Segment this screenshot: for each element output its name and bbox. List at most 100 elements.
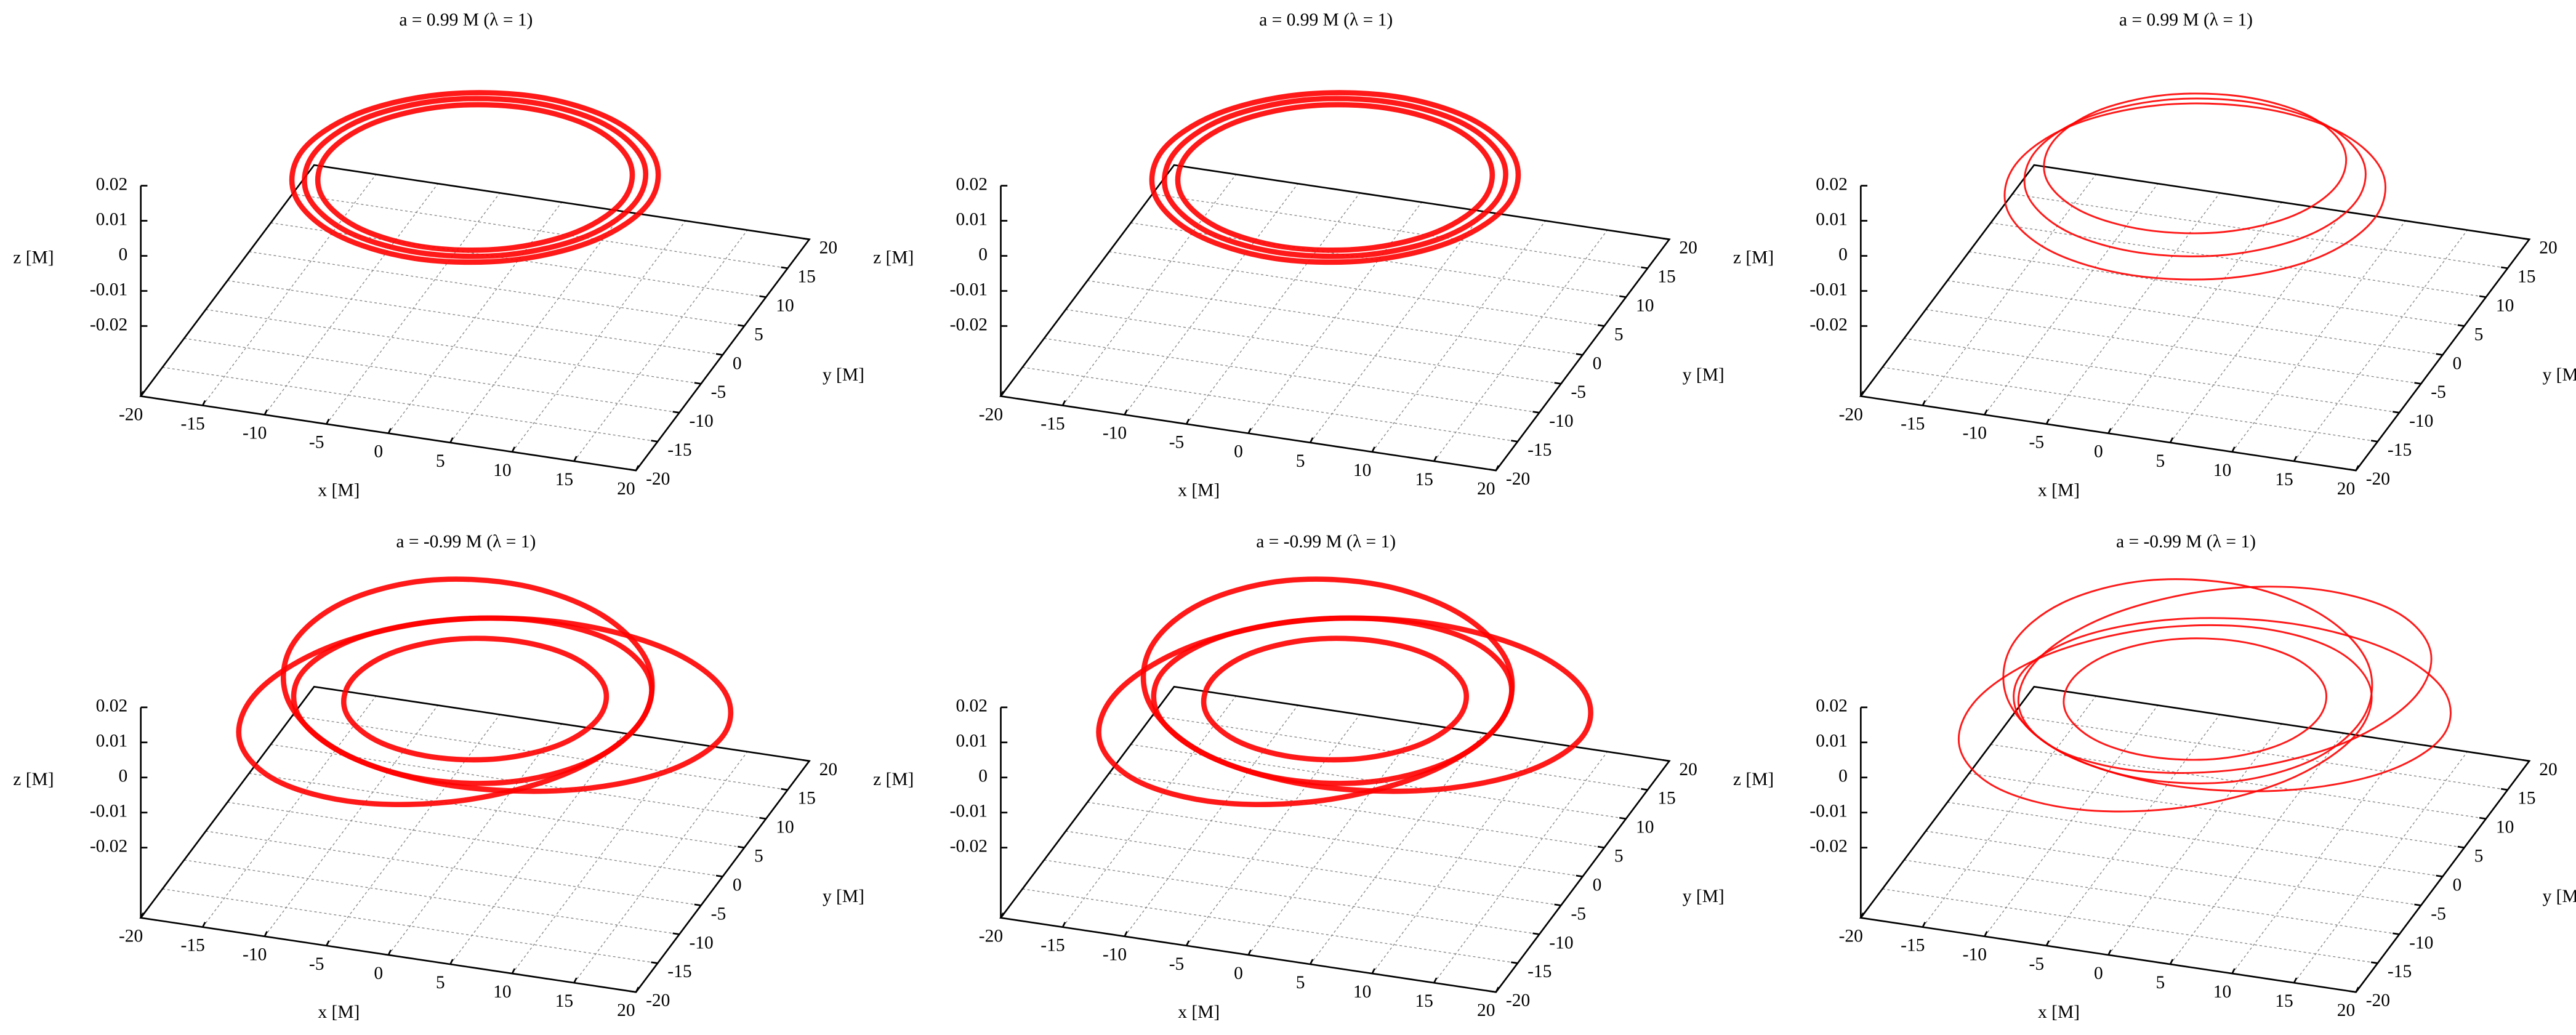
z-tick-label: 0.01 bbox=[96, 731, 128, 751]
grid-line bbox=[183, 860, 680, 935]
y-axis-label: y [M] bbox=[2543, 887, 2576, 906]
orbit bbox=[1096, 615, 1515, 807]
x-tick bbox=[1247, 949, 1252, 956]
y-axis-label: y [M] bbox=[823, 887, 864, 906]
y-tick bbox=[1554, 382, 1561, 385]
x-tick bbox=[2169, 437, 2174, 443]
y-tick-label: -10 bbox=[689, 411, 713, 431]
y-tick-label: 15 bbox=[1657, 789, 1675, 808]
grid-line bbox=[1022, 888, 1518, 964]
x-tick bbox=[1309, 437, 1314, 443]
x-tick bbox=[1922, 922, 1926, 928]
y-tick bbox=[2479, 295, 2486, 298]
y-tick-label: 0 bbox=[1593, 875, 1602, 895]
y-tick bbox=[1489, 990, 1497, 993]
grid-line bbox=[1062, 174, 1237, 406]
x-tick-label: 10 bbox=[1353, 982, 1371, 1002]
y-tick bbox=[1597, 324, 1604, 327]
chart-title: a = 0.99 M (λ = 1) bbox=[399, 10, 533, 30]
z-tick-label: -0.02 bbox=[90, 315, 127, 334]
x-tick bbox=[326, 419, 330, 425]
chart-title: a = 0.99 M (λ = 1) bbox=[1259, 10, 1393, 30]
z-tick-label: -0.01 bbox=[90, 280, 127, 299]
y-tick bbox=[2414, 382, 2421, 385]
x-tick bbox=[202, 922, 206, 928]
y-tick bbox=[802, 759, 810, 762]
x-tick-label: -5 bbox=[1169, 433, 1185, 453]
grid-line bbox=[1186, 714, 1361, 946]
y-tick-label: 5 bbox=[1614, 847, 1624, 866]
x-tick-label: 0 bbox=[1234, 964, 1243, 983]
y-axis-label: y [M] bbox=[1683, 365, 1725, 385]
grid-line bbox=[326, 192, 501, 425]
y-tick-label: 10 bbox=[776, 818, 794, 837]
x-tick-label: 10 bbox=[2213, 982, 2231, 1002]
x-tick-label: 10 bbox=[493, 461, 511, 480]
z-tick-label: 0.01 bbox=[1816, 209, 1848, 229]
y-tick-label: -20 bbox=[646, 991, 670, 1010]
y-tick-label: -15 bbox=[1527, 962, 1552, 981]
grid-line bbox=[2046, 192, 2220, 425]
y-tick bbox=[715, 874, 723, 877]
y-tick bbox=[1662, 237, 1670, 241]
grid-line bbox=[249, 251, 745, 327]
z-tick-label: -0.02 bbox=[1809, 315, 1847, 334]
x-tick bbox=[2355, 986, 2359, 993]
grid-line bbox=[1947, 280, 2443, 356]
z-tick-label: 0 bbox=[1838, 767, 1848, 786]
y-tick bbox=[629, 469, 637, 472]
y-tick bbox=[1532, 932, 1540, 935]
x-tick-label: -5 bbox=[1169, 954, 1185, 974]
panel: a = 0.99 M (λ = 1)-20 -15 -10 -5 0 5 10 15 20-20… bbox=[873, 10, 1725, 501]
grid-line bbox=[1882, 888, 2378, 964]
y-tick bbox=[759, 295, 767, 298]
z-tick-label: 0 bbox=[118, 767, 127, 786]
x-tick bbox=[387, 428, 392, 434]
y-tick bbox=[1511, 961, 1518, 964]
z-tick-label: 0 bbox=[1838, 244, 1848, 264]
x-tick-label: -20 bbox=[979, 927, 1003, 946]
y-tick bbox=[2501, 787, 2508, 791]
grid-line bbox=[2107, 723, 2282, 956]
grid-line bbox=[1152, 715, 1648, 791]
panel: a = -0.99 M (λ = 1)-20 -15 -10 -5 0 5 10 15 20-2… bbox=[1733, 532, 2576, 1022]
y-tick bbox=[781, 266, 788, 269]
y-tick bbox=[651, 961, 658, 964]
grid-line bbox=[292, 715, 788, 791]
x-tick-label: 15 bbox=[1415, 470, 1433, 489]
x-tick bbox=[1061, 922, 1066, 928]
y-tick bbox=[1641, 787, 1648, 791]
grid-line bbox=[512, 220, 686, 453]
y-tick-label: 5 bbox=[1614, 324, 1624, 344]
y-tick-label: -5 bbox=[711, 904, 727, 924]
y-tick-label: 0 bbox=[733, 353, 742, 373]
y-tick-label: 20 bbox=[819, 760, 837, 779]
x-tick bbox=[1495, 986, 1500, 993]
grid-line bbox=[227, 280, 723, 356]
x-tick-label: 20 bbox=[1477, 1001, 1495, 1020]
x-tick-label: 15 bbox=[555, 470, 573, 489]
y-tick-label: -15 bbox=[1527, 440, 1552, 460]
x-tick bbox=[1124, 931, 1128, 937]
grid-line bbox=[1044, 337, 1540, 413]
x-tick bbox=[449, 437, 454, 443]
y-tick bbox=[2349, 990, 2356, 993]
x-tick bbox=[635, 465, 640, 471]
z-tick-label: 0.02 bbox=[956, 696, 988, 716]
x-tick-label: -15 bbox=[180, 414, 204, 433]
z-tick-label: 0.01 bbox=[956, 209, 988, 229]
grid-line bbox=[1065, 309, 1561, 385]
x-tick-label: 5 bbox=[2156, 451, 2165, 471]
x-tick-label: 5 bbox=[2156, 973, 2165, 993]
y-tick bbox=[1619, 816, 1627, 820]
x-tick-label: 0 bbox=[2094, 964, 2103, 983]
grid-line bbox=[162, 366, 658, 442]
orbit bbox=[1957, 624, 2373, 813]
z-axis-label: z [M] bbox=[873, 248, 914, 268]
panel: a = -0.99 M (λ = 1)-20 -15 -10 -5 0 5 10 15 20-2… bbox=[873, 532, 1725, 1022]
orbit bbox=[2063, 637, 2327, 761]
grid-line bbox=[2107, 202, 2282, 434]
x-tick-label: -15 bbox=[1901, 936, 1925, 956]
y-tick-label: -15 bbox=[2388, 440, 2412, 460]
grid-line bbox=[227, 802, 723, 877]
